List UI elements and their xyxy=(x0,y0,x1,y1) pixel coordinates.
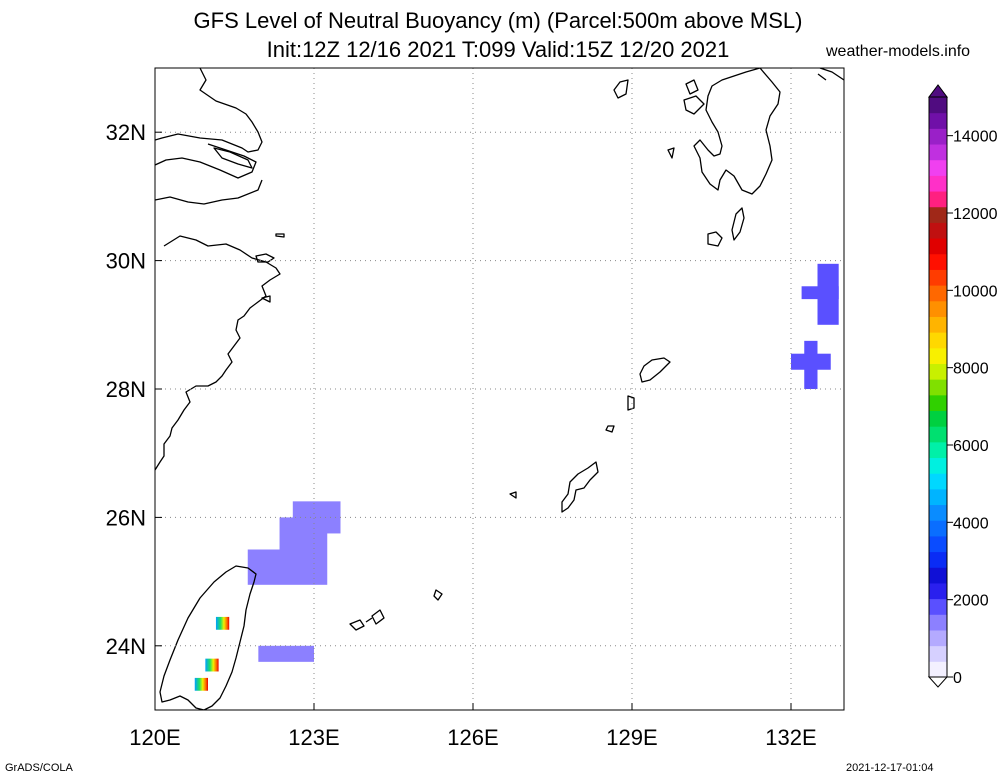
taiwan-coast xyxy=(159,565,257,710)
colorbar-swatch xyxy=(929,535,947,553)
yangtze-estuary-shoal xyxy=(213,147,253,169)
colorbar-swatch xyxy=(929,629,947,647)
colorbar-swatch xyxy=(929,410,947,427)
x-tick-label: 126E xyxy=(447,725,498,750)
colorbar-swatch xyxy=(929,332,947,349)
colorbar-swatch xyxy=(929,144,947,161)
tokunoshima xyxy=(627,395,635,411)
colorbar-swatch xyxy=(929,614,947,631)
chart-subtitle: Init:12Z 12/16 2021 T:099 Valid:15Z 12/2… xyxy=(266,37,730,62)
colorbar-swatch xyxy=(929,582,947,600)
goto-islands xyxy=(817,68,844,81)
colorbar-swatch xyxy=(929,426,947,443)
colorbar-swatch xyxy=(929,363,947,380)
yaeyama-detail xyxy=(365,617,373,623)
tanegashima xyxy=(731,207,745,241)
x-tick-label: 132E xyxy=(765,725,816,750)
colorbar-swatch xyxy=(929,316,947,333)
x-tick-label: 120E xyxy=(129,725,180,750)
colorbar: 0 2000 4000 6000 8000 10000 12000 14000 xyxy=(927,84,998,688)
y-tick-label: 26N xyxy=(106,505,146,530)
colorbar-swatch xyxy=(929,504,947,521)
coastline-layer xyxy=(155,68,844,710)
colorbar-min-arrow xyxy=(927,676,949,688)
colorbar-swatch xyxy=(929,97,947,114)
colorbar-swatch xyxy=(929,473,947,490)
colorbar-swatch xyxy=(929,457,947,474)
colorbar-swatch xyxy=(929,159,947,176)
colorbar-tick-label: 6000 xyxy=(953,438,989,455)
colorbar-swatch xyxy=(929,253,947,270)
colorbar-tick-label: 2000 xyxy=(953,593,989,610)
zhoushan-islands xyxy=(255,233,285,303)
colorbar-swatch xyxy=(929,128,947,145)
colorbar-swatch xyxy=(929,567,947,584)
colorbar-swatch xyxy=(929,488,947,506)
colorbar-swatch xyxy=(929,645,947,662)
cell-taiwan-hot-1 xyxy=(215,616,230,630)
colorbar-swatch xyxy=(929,661,947,678)
y-tick-label: 32N xyxy=(106,120,146,145)
colorbar-swatch xyxy=(929,347,947,364)
colorbar-swatch xyxy=(929,206,947,223)
china-coast xyxy=(155,68,263,153)
colorbar-tick-label: 0 xyxy=(953,670,962,687)
kerama-islands xyxy=(509,491,517,499)
colorbar-swatch xyxy=(929,222,947,239)
sakishima-islands xyxy=(349,589,443,631)
cell-east-china-sea-3 xyxy=(247,549,328,585)
hangzhou-bay xyxy=(155,179,263,205)
cell-kyushu-south-2 xyxy=(801,286,839,300)
cell-amami-2 xyxy=(804,340,818,389)
kyushu-coast xyxy=(693,68,781,195)
colorbar-tick-label: 10000 xyxy=(953,283,998,300)
render-timestamp: 2021-12-17-01:04 xyxy=(846,762,934,774)
colorbar-swatch xyxy=(929,520,947,537)
okinoerabu xyxy=(605,425,615,433)
colorbar-swatch xyxy=(929,112,947,129)
site-credit: weather-models.info xyxy=(826,43,971,60)
yakushima xyxy=(707,231,723,247)
colorbar-frame xyxy=(928,96,948,678)
amami-oshima xyxy=(639,357,671,383)
colorbar-swatch xyxy=(929,598,947,615)
software-credit: GrADS/COLA xyxy=(5,762,73,774)
colorbar-swatch xyxy=(929,191,947,208)
colorbar-swatch xyxy=(929,269,947,286)
y-tick-label: 28N xyxy=(106,377,146,402)
colorbar-swatch xyxy=(929,394,947,412)
kyushu-west-islands xyxy=(613,79,705,159)
colorbar-tick-label: 12000 xyxy=(953,206,998,223)
y-tick-label: 24N xyxy=(106,634,146,659)
cell-taiwan-hot-2 xyxy=(205,658,219,672)
cell-taiwan-hot-3 xyxy=(194,677,208,691)
colorbar-tick-label: 14000 xyxy=(953,129,998,146)
okinawa-island xyxy=(561,461,599,513)
yangtze-estuary-north xyxy=(155,143,257,179)
grid-layer xyxy=(154,68,844,710)
chart-title: GFS Level of Neutral Buoyancy (m) (Parce… xyxy=(193,8,803,33)
colorbar-swatch xyxy=(929,175,947,192)
colorbar-swatch xyxy=(929,300,947,317)
axis-layer: 120E 123E 126E 129E 132E 24N 26N 28N 30N 32N xyxy=(106,120,817,750)
colorbar-swatch xyxy=(929,379,947,396)
colorbar-swatch xyxy=(929,238,947,255)
colorbar-max-arrow xyxy=(928,84,948,98)
colorbar-tick-label: 8000 xyxy=(953,361,989,378)
x-tick-label: 129E xyxy=(606,725,657,750)
data-layer xyxy=(194,263,839,691)
colorbar-tick-label: 4000 xyxy=(953,515,989,532)
y-tick-label: 30N xyxy=(106,249,146,274)
zhejiang-coast xyxy=(155,235,281,471)
cell-taiwan-east xyxy=(258,645,314,662)
colorbar-swatch xyxy=(929,441,947,459)
x-tick-label: 123E xyxy=(288,725,339,750)
colorbar-swatch xyxy=(929,551,947,568)
colorbar-swatch xyxy=(929,285,947,302)
cell-east-china-sea-2 xyxy=(279,517,328,550)
